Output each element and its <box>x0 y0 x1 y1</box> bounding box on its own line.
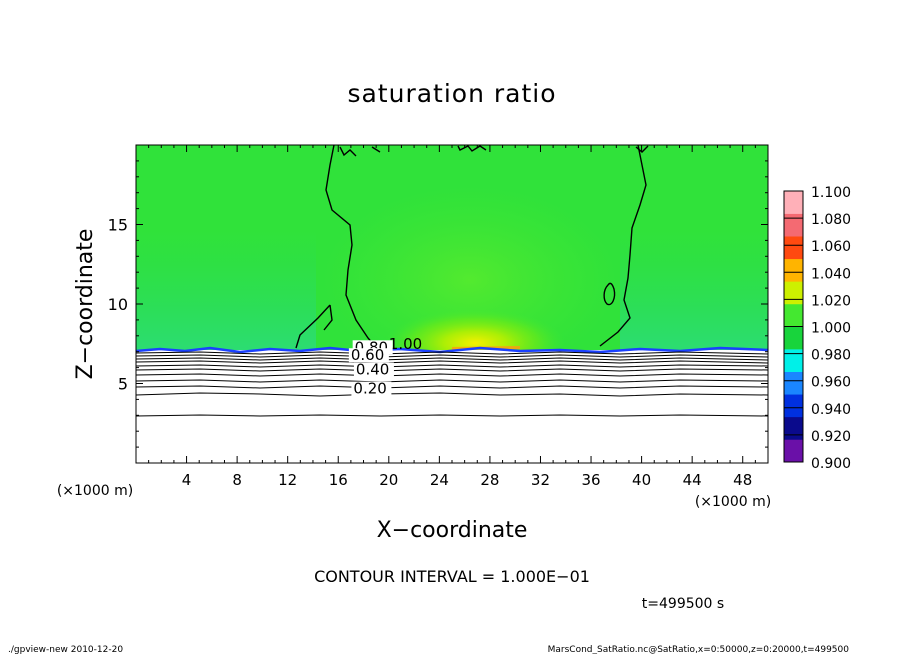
contour-line <box>136 414 768 417</box>
contour-lines <box>136 351 768 417</box>
unity-contour-right <box>599 145 647 347</box>
unity-contour-left <box>295 145 381 353</box>
plot-area: 1.000.800.600.400.20 <box>136 145 768 463</box>
colorbar-swatch <box>784 191 803 214</box>
x-tick-label: 36 <box>581 471 600 489</box>
contour-line <box>136 357 768 361</box>
colorbar-swatch <box>784 349 803 372</box>
colorbar-swatch <box>784 439 803 463</box>
contour-line <box>136 351 768 355</box>
colorbar: 0.900 0.920 0.940 0.960 0.980 1.000 1.020 1.040… <box>783 185 851 472</box>
contour-line <box>136 379 768 383</box>
colorbar-label: 1.020 <box>811 293 851 309</box>
contour-label-backdrop <box>353 362 394 377</box>
contour-line <box>136 368 768 372</box>
contour-line <box>136 373 768 377</box>
colorbar-label: 1.040 <box>811 266 851 282</box>
colorbar-label: 0.900 <box>811 456 851 472</box>
x-tick-label: 20 <box>379 471 398 489</box>
x-unit-left: (×1000 m) <box>57 483 133 499</box>
colorbar-swatch <box>784 303 803 327</box>
field-undersaturated-region <box>136 350 768 463</box>
x-tick-label: 28 <box>480 471 499 489</box>
colorbar-label: 1.000 <box>811 321 851 337</box>
x-tick-label: 48 <box>733 471 752 489</box>
y-axis-title: Z−coordinate <box>73 229 98 380</box>
unity-contour-loop <box>603 282 616 306</box>
y-tick-label: 15 <box>108 216 128 235</box>
colorbar-label: 0.940 <box>811 402 851 418</box>
x-axis: 4 8 12 16 20 24 28 32 36 40 44 48 <box>148 145 756 489</box>
x-axis-title: X−coordinate <box>377 518 528 543</box>
x-tick-label: 24 <box>430 471 449 489</box>
footer-file-info: MarsCond_SatRatio.nc@SatRatio,x=0:50000,… <box>548 645 850 654</box>
colorbar-label: 1.060 <box>811 239 851 255</box>
contour-interval-text: CONTOUR INTERVAL = 1.000E−01 <box>314 567 590 586</box>
colorbar-label: 0.980 <box>811 348 851 364</box>
x-tick-label: 40 <box>632 471 651 489</box>
colorbar-label: 1.100 <box>811 185 851 201</box>
x-tick-label: 16 <box>329 471 348 489</box>
contour-line <box>136 392 768 397</box>
contour-label-backdrop <box>351 381 392 396</box>
colorbar-swatch <box>784 326 803 350</box>
contour-labels: 1.000.800.600.400.20 <box>348 335 422 398</box>
colorbar-label: 1.080 <box>811 212 851 228</box>
colorbar-swatch <box>784 281 803 305</box>
contour-label: 0.60 <box>351 346 384 364</box>
colorbar-swatch <box>784 416 803 440</box>
x-unit-right: (×1000 m) <box>695 494 771 510</box>
colorbar-label: 0.960 <box>811 375 851 391</box>
colorbar-swatch <box>784 213 803 237</box>
x-tick-label: 4 <box>182 471 192 489</box>
x-tick-label: 44 <box>683 471 702 489</box>
footer-program-date: ./gpview-new 2010-12-20 <box>8 645 123 654</box>
contour-line <box>136 385 768 389</box>
x-tick-label: 32 <box>531 471 550 489</box>
saturation-boundary-blue <box>136 346 768 354</box>
contour-label-backdrop <box>348 348 389 363</box>
time-text: t=499500 s <box>642 596 724 612</box>
y-tick-label: 5 <box>118 375 128 394</box>
contour-line <box>136 364 768 368</box>
x-tick-label: 8 <box>232 471 242 489</box>
colorbar-swatch <box>784 236 803 260</box>
colorbar-swatch <box>784 371 803 395</box>
contour-label: 0.20 <box>353 380 386 398</box>
y-axis: 5 10 15 <box>108 160 768 448</box>
y-tick-label: 10 <box>108 295 128 314</box>
contour-label: 1.00 <box>389 335 422 353</box>
colorbar-label: 0.920 <box>811 429 851 445</box>
contour-line <box>136 360 768 364</box>
contour-label: 0.40 <box>356 361 389 379</box>
contour-line <box>136 354 768 358</box>
colorbar-swatch <box>784 258 803 282</box>
unity-contour <box>295 145 649 353</box>
field-side-tint-left <box>136 230 316 350</box>
x-tick-label: 12 <box>278 471 297 489</box>
chart-title: saturation ratio <box>347 79 556 108</box>
colorbar-swatch <box>784 394 803 418</box>
unity-contour-top-fragment <box>339 145 649 157</box>
field-side-tint-right <box>620 230 768 350</box>
